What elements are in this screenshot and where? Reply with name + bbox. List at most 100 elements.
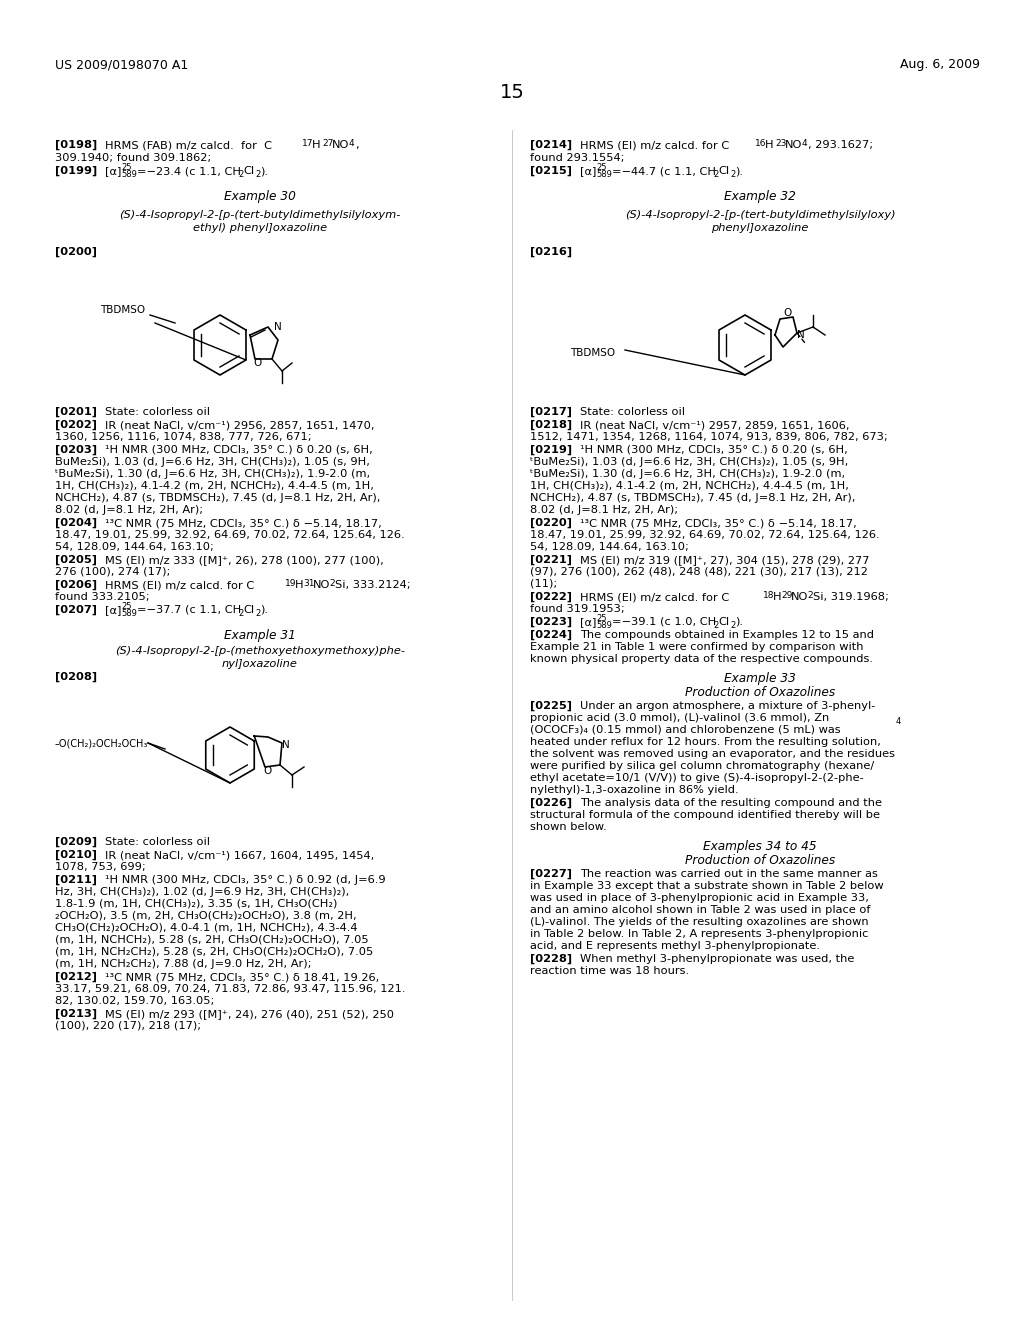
Text: found 293.1554;: found 293.1554; <box>530 153 625 162</box>
Text: ).: ). <box>735 616 743 627</box>
Text: 33.17, 59.21, 68.09, 70.24, 71.83, 72.86, 93.47, 115.96, 121.: 33.17, 59.21, 68.09, 70.24, 71.83, 72.86… <box>55 983 406 994</box>
Text: HRMS (FAB) m/z calcd.  for  C: HRMS (FAB) m/z calcd. for C <box>105 140 272 150</box>
Text: [0226]: [0226] <box>530 799 572 808</box>
Text: 25: 25 <box>121 602 131 611</box>
Text: 27: 27 <box>322 139 334 148</box>
Text: [0208]: [0208] <box>55 672 97 682</box>
Text: ethyl acetate=10/1 (V/V)) to give (S)-4-isopropyl-2-(2-phe-: ethyl acetate=10/1 (V/V)) to give (S)-4-… <box>530 774 864 783</box>
Text: H: H <box>773 591 781 602</box>
Text: [0216]: [0216] <box>530 247 572 257</box>
Text: 1512, 1471, 1354, 1268, 1164, 1074, 913, 839, 806, 782, 673;: 1512, 1471, 1354, 1268, 1164, 1074, 913,… <box>530 432 888 442</box>
Text: NO: NO <box>785 140 803 150</box>
Text: ᵗBuMe₂Si), 1.30 (d, J=6.6 Hz, 3H, CH(CH₃)₂), 1.9-2.0 (m,: ᵗBuMe₂Si), 1.30 (d, J=6.6 Hz, 3H, CH(CH₃… <box>55 469 370 479</box>
Text: 25: 25 <box>596 614 606 623</box>
Text: IR (neat NaCl, v/cm⁻¹) 1667, 1604, 1495, 1454,: IR (neat NaCl, v/cm⁻¹) 1667, 1604, 1495,… <box>105 850 374 861</box>
Text: Si, 319.1968;: Si, 319.1968; <box>813 591 889 602</box>
Text: BuMe₂Si), 1.03 (d, J=6.6 Hz, 3H, CH(CH₃)₂), 1.05 (s, 9H,: BuMe₂Si), 1.03 (d, J=6.6 Hz, 3H, CH(CH₃)… <box>55 457 370 467</box>
Text: N: N <box>274 322 282 333</box>
Text: Examples 34 to 45: Examples 34 to 45 <box>703 840 817 853</box>
Text: [0218]: [0218] <box>530 420 572 430</box>
Text: ).: ). <box>735 166 743 176</box>
Text: 2: 2 <box>255 170 260 180</box>
Text: ᵗBuMe₂Si), 1.03 (d, J=6.6 Hz, 3H, CH(CH₃)₂), 1.05 (s, 9H,: ᵗBuMe₂Si), 1.03 (d, J=6.6 Hz, 3H, CH(CH₃… <box>530 457 848 467</box>
Text: Cl: Cl <box>243 605 254 615</box>
Text: 589: 589 <box>121 170 137 180</box>
Text: Cl: Cl <box>718 166 729 176</box>
Text: 2: 2 <box>238 609 244 618</box>
Text: NCHCH₂), 4.87 (s, TBDMSCH₂), 7.45 (d, J=8.1 Hz, 2H, Ar),: NCHCH₂), 4.87 (s, TBDMSCH₂), 7.45 (d, J=… <box>55 492 380 503</box>
Text: 25: 25 <box>121 162 131 172</box>
Text: ¹H NMR (300 MHz, CDCl₃, 35° C.) δ 0.92 (d, J=6.9: ¹H NMR (300 MHz, CDCl₃, 35° C.) δ 0.92 (… <box>105 875 386 884</box>
Text: ).: ). <box>260 605 268 615</box>
Text: Under an argon atmosphere, a mixture of 3-phenyl-: Under an argon atmosphere, a mixture of … <box>580 701 876 711</box>
Text: [α]: [α] <box>105 605 122 615</box>
Text: [α]: [α] <box>580 166 596 176</box>
Text: 17: 17 <box>302 139 313 148</box>
Text: phenyl]oxazoline: phenyl]oxazoline <box>712 223 809 234</box>
Text: 8.02 (d, J=8.1 Hz, 2H, Ar);: 8.02 (d, J=8.1 Hz, 2H, Ar); <box>55 506 203 515</box>
Text: [0217]: [0217] <box>530 407 572 417</box>
Text: found 319.1953;: found 319.1953; <box>530 605 625 614</box>
Text: [α]: [α] <box>580 616 596 627</box>
Text: State: colorless oil: State: colorless oil <box>105 837 210 847</box>
Text: TBDMSO: TBDMSO <box>100 305 145 315</box>
Text: Example 33: Example 33 <box>724 672 796 685</box>
Text: (m, 1H, NCH₂CH₂), 5.28 (s, 2H, CH₃O(CH₂)₂OCH₂O), 7.05: (m, 1H, NCH₂CH₂), 5.28 (s, 2H, CH₃O(CH₂)… <box>55 946 374 957</box>
Text: 2: 2 <box>807 591 813 601</box>
Text: [0212]: [0212] <box>55 972 97 982</box>
Text: Example 21 in Table 1 were confirmed by comparison with: Example 21 in Table 1 were confirmed by … <box>530 642 863 652</box>
Text: [0228]: [0228] <box>530 954 572 965</box>
Text: MS (EI) m/z 333 ([M]⁺, 26), 278 (100), 277 (100),: MS (EI) m/z 333 ([M]⁺, 26), 278 (100), 2… <box>105 554 384 565</box>
Text: the solvent was removed using an evaporator, and the residues: the solvent was removed using an evapora… <box>530 748 895 759</box>
Text: reaction time was 18 hours.: reaction time was 18 hours. <box>530 966 689 975</box>
Text: ᵗBuMe₂Si), 1.30 (d, J=6.6 Hz, 3H, CH(CH₃)₂), 1.9-2.0 (m,: ᵗBuMe₂Si), 1.30 (d, J=6.6 Hz, 3H, CH(CH₃… <box>530 469 845 479</box>
Text: [0204]: [0204] <box>55 517 97 528</box>
Text: N: N <box>283 741 290 750</box>
Text: NO: NO <box>791 591 808 602</box>
Text: ¹³C NMR (75 MHz, CDCl₃, 35° C.) δ 18.41, 19.26,: ¹³C NMR (75 MHz, CDCl₃, 35° C.) δ 18.41,… <box>105 972 379 982</box>
Text: [0214]: [0214] <box>530 140 572 150</box>
Text: Example 31: Example 31 <box>224 630 296 642</box>
Text: [0220]: [0220] <box>530 517 572 528</box>
Text: =−39.1 (c 1.0, CH: =−39.1 (c 1.0, CH <box>612 616 716 627</box>
Text: 54, 128.09, 144.64, 163.10;: 54, 128.09, 144.64, 163.10; <box>55 543 214 552</box>
Text: 2: 2 <box>713 170 718 180</box>
Text: 23: 23 <box>775 139 786 148</box>
Text: 4: 4 <box>349 139 354 148</box>
Text: 309.1940; found 309.1862;: 309.1940; found 309.1862; <box>55 153 211 162</box>
Text: CH₃O(CH₂)₂OCH₂O), 4.0-4.1 (m, 1H, NCHCH₂), 4.3-4.4: CH₃O(CH₂)₂OCH₂O), 4.0-4.1 (m, 1H, NCHCH₂… <box>55 923 357 933</box>
Text: O: O <box>254 358 262 368</box>
Text: (OCOCF₃)₄ (0.15 mmol) and chlorobenzene (5 mL) was: (OCOCF₃)₄ (0.15 mmol) and chlorobenzene … <box>530 725 841 735</box>
Text: [0200]: [0200] <box>55 247 97 257</box>
Text: [0206]: [0206] <box>55 579 97 590</box>
Text: ¹H NMR (300 MHz, CDCl₃, 35° C.) δ 0.20 (s, 6H,: ¹H NMR (300 MHz, CDCl₃, 35° C.) δ 0.20 (… <box>105 445 373 455</box>
Text: 19: 19 <box>285 579 297 587</box>
Text: NO: NO <box>313 579 331 590</box>
Text: 25: 25 <box>596 162 606 172</box>
Text: The reaction was carried out in the same manner as: The reaction was carried out in the same… <box>580 869 878 879</box>
Text: The analysis data of the resulting compound and the: The analysis data of the resulting compo… <box>580 799 882 808</box>
Text: 2: 2 <box>730 170 735 180</box>
Text: [0205]: [0205] <box>55 554 97 565</box>
Text: 1H, CH(CH₃)₂), 4.1-4.2 (m, 2H, NCHCH₂), 4.4-4.5 (m, 1H,: 1H, CH(CH₃)₂), 4.1-4.2 (m, 2H, NCHCH₂), … <box>530 480 849 491</box>
Text: [α]: [α] <box>105 166 122 176</box>
Text: H: H <box>765 140 773 150</box>
Text: [0222]: [0222] <box>530 591 572 602</box>
Text: propionic acid (3.0 mmol), (L)-valinol (3.6 mmol), Zn: propionic acid (3.0 mmol), (L)-valinol (… <box>530 713 829 723</box>
Text: [0221]: [0221] <box>530 554 572 565</box>
Text: (S)-4-Isopropyl-2-[p-(tert-butyldimethylsilyloxy): (S)-4-Isopropyl-2-[p-(tert-butyldimethyl… <box>625 210 895 220</box>
Text: [0223]: [0223] <box>530 616 572 627</box>
Text: [0210]: [0210] <box>55 850 97 861</box>
Text: (L)-valinol. The yields of the resulting oxazolines are shown: (L)-valinol. The yields of the resulting… <box>530 917 868 927</box>
Text: 8.02 (d, J=8.1 Hz, 2H, Ar);: 8.02 (d, J=8.1 Hz, 2H, Ar); <box>530 506 678 515</box>
Text: , 293.1627;: , 293.1627; <box>808 140 873 150</box>
Text: [0227]: [0227] <box>530 869 572 879</box>
Text: 1078, 753, 699;: 1078, 753, 699; <box>55 862 145 873</box>
Text: –O(CH₂)₂OCH₂OCH₃: –O(CH₂)₂OCH₂OCH₃ <box>55 738 148 748</box>
Text: 589: 589 <box>596 170 612 180</box>
Text: ₂OCH₂O), 3.5 (m, 2H, CH₃O(CH₂)₂OCH₂O), 3.8 (m, 2H,: ₂OCH₂O), 3.5 (m, 2H, CH₃O(CH₂)₂OCH₂O), 3… <box>55 911 356 921</box>
Text: 1.8-1.9 (m, 1H, CH(CH₃)₂), 3.35 (s, 1H, CH₃O(CH₂): 1.8-1.9 (m, 1H, CH(CH₃)₂), 3.35 (s, 1H, … <box>55 899 337 909</box>
Text: 16: 16 <box>755 139 767 148</box>
Text: ).: ). <box>260 166 268 176</box>
Text: (S)-4-Isopropyl-2-[p-(tert-butyldimethylsilyloxym-: (S)-4-Isopropyl-2-[p-(tert-butyldimethyl… <box>120 210 400 220</box>
